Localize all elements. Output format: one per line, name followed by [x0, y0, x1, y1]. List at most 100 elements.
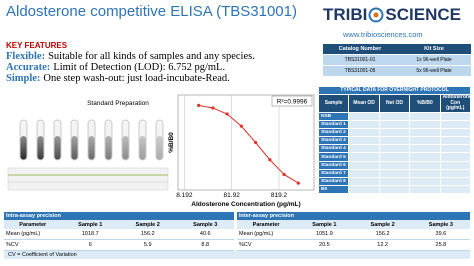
table-title: Intra-assay precision: [4, 212, 234, 220]
row-label: Standard 7: [317, 168, 350, 179]
table-row: Standard 6: [317, 160, 472, 170]
table-cell: [439, 111, 472, 121]
table-cell: [409, 152, 441, 162]
column-header: Net OD: [378, 94, 411, 113]
table-cell: [409, 136, 441, 146]
feature-label: Accurate:: [6, 62, 51, 73]
column-header: Sample 2: [353, 220, 412, 229]
row-label: Standard 8: [317, 176, 350, 187]
feature-list: Flexible: Suitable for all kinds of sampl…: [6, 51, 255, 84]
logo-text: TRIBI: [323, 5, 368, 24]
table-cell: [409, 111, 441, 121]
table-cell: 39.6: [411, 229, 470, 240]
column-header: Sample 3: [176, 220, 234, 229]
table-cell: [378, 185, 411, 195]
tube-liquid: [105, 136, 112, 160]
table-cell: 20.5: [295, 239, 354, 251]
table-row: Standard 7: [317, 168, 472, 179]
table-cell: [378, 127, 411, 138]
column-header: Parameter: [4, 220, 62, 229]
row-label: Standard 4: [317, 144, 350, 154]
feature-text: One step wash-out: just load-incubate-Re…: [43, 73, 230, 84]
table-row: Standard 3: [317, 136, 472, 146]
data-point: [253, 140, 258, 145]
table-cell: Mean (pg/mL): [237, 229, 296, 240]
features-heading: KEY FEATURES: [6, 41, 68, 50]
table-row: Mean (pg/mL) 1018.7 156.2 40.6: [4, 229, 234, 240]
header-row: Sample Mean OD Net OD %B/B0 Aldosterone Con …: [317, 94, 472, 113]
tube-liquid: [20, 136, 27, 160]
table-cell: [348, 136, 380, 146]
logo-text: SCIENCE: [385, 5, 461, 24]
tube-liquid: [88, 136, 95, 160]
standard-curve-chart: 8.192 81.92 819.2 Aldosterone Concentration…: [168, 94, 315, 208]
feature: Simple: One step wash-out: just load-incu…: [6, 73, 255, 84]
x-tick-label: 8.192: [176, 192, 193, 199]
annotation: R²=0.9996: [277, 99, 308, 106]
table-cell: [378, 168, 411, 179]
table-cell: 8.8: [176, 239, 234, 251]
header-row: Parameter Sample 1 Sample 2 Sample 3: [4, 220, 234, 229]
feature-text: Limit of Detection (LOD): 6.752 pg/mL.: [53, 62, 226, 73]
table-row: Standard 4: [317, 144, 472, 154]
x-tick-label: 819.2: [271, 192, 288, 199]
page-title: Aldosterone competitive ELISA (TBS31001): [6, 3, 297, 20]
intra-assay-table: Intra-assay precision Parameter Sample 1 Sa…: [4, 212, 234, 251]
table-cell: 5x 96-well Plate: [397, 65, 471, 76]
table-cell: TBS31001-05: [323, 65, 397, 76]
table-cell: [378, 119, 411, 129]
column-header: Sample 1: [61, 220, 119, 229]
table-cell: [409, 160, 441, 170]
table-cell: [378, 136, 411, 146]
table-cell: 156.2: [119, 229, 177, 240]
table-cell: [409, 176, 441, 187]
column-header: Sample 1: [295, 220, 354, 229]
y-axis-title: %B/B0: [168, 132, 175, 153]
data-point: [296, 181, 300, 185]
header-row: Parameter Sample 1 Sample 2 Sample 3: [237, 220, 470, 229]
title-row: Intra-assay precision: [4, 212, 234, 220]
standard-prep-title: Standard Preparation: [87, 100, 149, 107]
table-row: B0: [317, 185, 472, 195]
table-cell: [348, 185, 380, 195]
table-row: Standard 8: [317, 176, 472, 187]
table-cell: TBS31001-01: [323, 54, 397, 66]
feature-label: Flexible:: [6, 51, 46, 62]
catalog-table: Catalog Number Kit Size TBS31001-01 1x 96-w…: [323, 44, 471, 76]
row-label: B0: [317, 185, 350, 195]
table-row: Mean (pg/mL) 1051.9 156.2 39.6: [237, 229, 470, 240]
column-header: Sample: [317, 94, 350, 113]
typical-data-table: TYPICAL DATA FOR OVERNIGHT PROTOCOL Sampl…: [317, 86, 472, 195]
tube-diagram: [19, 119, 164, 161]
table-cell: [409, 119, 441, 129]
table-cell: Mean (pg/mL): [4, 229, 62, 240]
table-row: Standard 1: [317, 119, 472, 129]
table-cell: [439, 136, 472, 146]
column-header: Sample 3: [411, 220, 470, 229]
table-cell: [378, 111, 411, 121]
tube-liquid: [71, 136, 78, 160]
feature-label: Simple:: [6, 73, 41, 84]
column-header: Parameter: [237, 220, 296, 229]
header-row: Catalog Number Kit Size: [323, 44, 471, 55]
table-cell: [439, 144, 472, 154]
table-cell: [348, 160, 380, 170]
table-row: TBS31001-01 1x 96-well Plate: [323, 54, 471, 66]
table-cell: 156.2: [353, 229, 412, 240]
table-title: Inter-assay precision: [237, 212, 470, 220]
column-header: %B/B0: [409, 94, 441, 113]
table-cell: [409, 185, 441, 195]
table-cell: [348, 127, 380, 138]
table-row: Standard 5: [317, 152, 472, 162]
table-cell: 6: [61, 239, 119, 251]
data-point: [197, 103, 201, 107]
table-cell: [439, 152, 472, 162]
row-label: Standard 3: [317, 136, 350, 146]
row-label: Standard 6: [317, 160, 350, 170]
tube-liquid: [122, 136, 129, 160]
row-label: Standard 5: [317, 152, 350, 162]
table-row: NSB: [317, 111, 472, 121]
x-axis-title: Aldosterone Concentration (pg/mL): [191, 201, 300, 208]
table-row: TBS31001-05 5x 96-well Plate: [323, 65, 471, 76]
